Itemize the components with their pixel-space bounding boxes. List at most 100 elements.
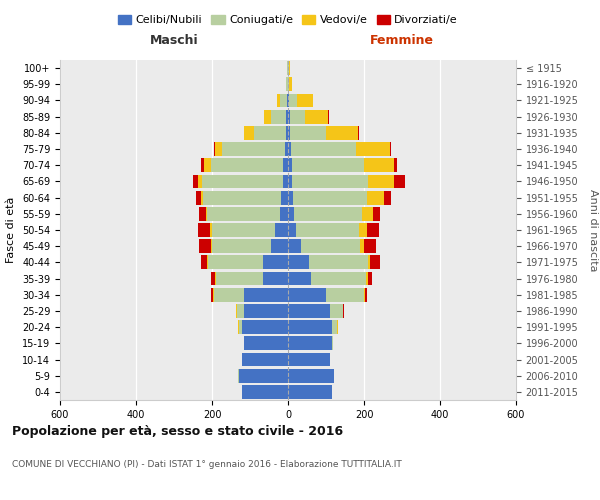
Bar: [291, 142, 356, 156]
Bar: [212, 240, 271, 253]
Bar: [364, 288, 365, 302]
Bar: [196, 190, 202, 204]
Bar: [281, 190, 288, 204]
Bar: [239, 320, 242, 334]
Bar: [288, 352, 330, 366]
Bar: [254, 126, 286, 140]
Bar: [275, 223, 288, 237]
Bar: [286, 78, 287, 91]
Text: Popolazione per età, sesso e stato civile - 2016: Popolazione per età, sesso e stato civil…: [12, 425, 343, 438]
Bar: [297, 94, 313, 108]
Bar: [263, 110, 265, 124]
Bar: [206, 207, 208, 220]
Bar: [370, 256, 380, 270]
Bar: [288, 369, 334, 382]
Bar: [288, 174, 292, 188]
Bar: [288, 190, 293, 204]
Bar: [288, 126, 290, 140]
Bar: [211, 272, 215, 285]
Bar: [365, 288, 367, 302]
Bar: [328, 110, 329, 124]
Bar: [199, 207, 206, 220]
Bar: [292, 174, 368, 188]
Bar: [214, 288, 244, 302]
Bar: [362, 207, 373, 220]
Bar: [211, 223, 212, 237]
Legend: Celibi/Nubili, Coniugati/e, Vedovi/e, Divorziati/e: Celibi/Nubili, Coniugati/e, Vedovi/e, Di…: [113, 10, 463, 30]
Bar: [237, 304, 244, 318]
Bar: [208, 256, 263, 270]
Bar: [271, 240, 288, 253]
Bar: [213, 288, 214, 302]
Bar: [290, 126, 326, 140]
Bar: [390, 142, 391, 156]
Bar: [244, 126, 254, 140]
Bar: [205, 158, 211, 172]
Bar: [311, 272, 366, 285]
Y-axis label: Anni di nascita: Anni di nascita: [588, 188, 598, 271]
Bar: [202, 158, 205, 172]
Bar: [215, 272, 216, 285]
Bar: [286, 126, 288, 140]
Bar: [366, 272, 368, 285]
Bar: [216, 272, 263, 285]
Bar: [288, 272, 311, 285]
Bar: [244, 336, 288, 350]
Text: COMUNE DI VECCHIANO (PI) - Dati ISTAT 1° gennaio 2016 - Elaborazione TUTTITALIA.: COMUNE DI VECCHIANO (PI) - Dati ISTAT 1°…: [12, 460, 402, 469]
Bar: [364, 158, 394, 172]
Bar: [244, 288, 288, 302]
Bar: [309, 256, 368, 270]
Bar: [360, 240, 364, 253]
Bar: [280, 207, 288, 220]
Bar: [326, 126, 358, 140]
Bar: [263, 256, 288, 270]
Bar: [203, 190, 281, 204]
Bar: [289, 94, 297, 108]
Bar: [288, 94, 289, 108]
Bar: [193, 174, 198, 188]
Bar: [384, 190, 391, 204]
Bar: [289, 78, 292, 91]
Bar: [287, 94, 288, 108]
Bar: [305, 110, 328, 124]
Bar: [301, 240, 360, 253]
Bar: [332, 336, 333, 350]
Bar: [364, 240, 376, 253]
Bar: [288, 304, 330, 318]
Bar: [208, 207, 280, 220]
Bar: [212, 223, 275, 237]
Bar: [293, 190, 367, 204]
Bar: [286, 110, 288, 124]
Bar: [244, 304, 288, 318]
Bar: [288, 207, 294, 220]
Bar: [242, 320, 288, 334]
Bar: [358, 126, 359, 140]
Bar: [265, 110, 271, 124]
Bar: [367, 190, 384, 204]
Bar: [394, 174, 405, 188]
Bar: [288, 158, 292, 172]
Bar: [280, 94, 287, 108]
Bar: [277, 94, 280, 108]
Bar: [368, 174, 394, 188]
Bar: [285, 142, 288, 156]
Y-axis label: Fasce di età: Fasce di età: [7, 197, 16, 263]
Bar: [202, 174, 283, 188]
Bar: [288, 385, 332, 399]
Bar: [292, 158, 364, 172]
Bar: [288, 288, 326, 302]
Bar: [288, 336, 332, 350]
Bar: [215, 142, 222, 156]
Bar: [368, 256, 370, 270]
Bar: [200, 256, 208, 270]
Bar: [283, 174, 288, 188]
Bar: [367, 223, 379, 237]
Bar: [373, 207, 380, 220]
Bar: [198, 174, 202, 188]
Bar: [288, 256, 309, 270]
Bar: [326, 288, 364, 302]
Bar: [290, 110, 305, 124]
Bar: [294, 207, 362, 220]
Bar: [394, 158, 397, 172]
Bar: [283, 158, 288, 172]
